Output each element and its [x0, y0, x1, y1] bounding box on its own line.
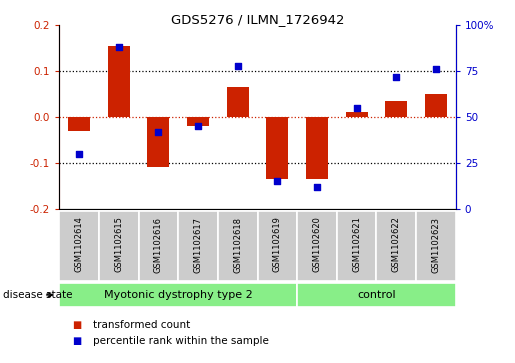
- Text: GSM1102614: GSM1102614: [75, 217, 83, 273]
- Text: GSM1102617: GSM1102617: [194, 216, 202, 273]
- Text: GSM1102622: GSM1102622: [392, 217, 401, 273]
- Text: GSM1102620: GSM1102620: [313, 217, 321, 273]
- Bar: [337, 211, 376, 281]
- Text: Myotonic dystrophy type 2: Myotonic dystrophy type 2: [104, 290, 252, 300]
- Point: [273, 178, 281, 184]
- Point: [233, 63, 242, 69]
- Point: [114, 45, 123, 50]
- Text: GSM1102616: GSM1102616: [154, 216, 163, 273]
- Point: [432, 66, 440, 72]
- Bar: [108, 46, 130, 117]
- Text: GSM1102623: GSM1102623: [432, 216, 440, 273]
- Bar: [425, 94, 447, 117]
- Bar: [187, 117, 209, 126]
- Bar: [385, 101, 407, 117]
- Text: percentile rank within the sample: percentile rank within the sample: [93, 336, 269, 346]
- Bar: [376, 211, 416, 281]
- Bar: [59, 211, 99, 281]
- Bar: [99, 211, 139, 281]
- Bar: [346, 113, 368, 117]
- Point: [154, 129, 162, 135]
- Bar: [178, 211, 218, 281]
- Point: [75, 151, 83, 157]
- Bar: [227, 87, 249, 117]
- Bar: [297, 211, 337, 281]
- Text: GSM1102619: GSM1102619: [273, 217, 282, 273]
- Text: ■: ■: [72, 320, 81, 330]
- Point: [313, 184, 321, 189]
- Bar: [416, 211, 456, 281]
- Bar: [266, 117, 288, 179]
- Text: GDS5276 / ILMN_1726942: GDS5276 / ILMN_1726942: [171, 13, 344, 26]
- Text: GSM1102621: GSM1102621: [352, 217, 361, 273]
- Text: transformed count: transformed count: [93, 320, 190, 330]
- Text: GSM1102615: GSM1102615: [114, 217, 123, 273]
- Bar: [297, 283, 456, 307]
- Text: ■: ■: [72, 336, 81, 346]
- Bar: [306, 117, 328, 179]
- Bar: [258, 211, 297, 281]
- Bar: [139, 211, 178, 281]
- Text: disease state: disease state: [3, 290, 72, 300]
- Bar: [218, 211, 258, 281]
- Point: [194, 123, 202, 129]
- Bar: [68, 117, 90, 131]
- Point: [392, 74, 401, 79]
- Bar: [147, 117, 169, 167]
- Bar: [59, 283, 297, 307]
- Text: GSM1102618: GSM1102618: [233, 216, 242, 273]
- Point: [352, 105, 360, 111]
- Text: control: control: [357, 290, 396, 300]
